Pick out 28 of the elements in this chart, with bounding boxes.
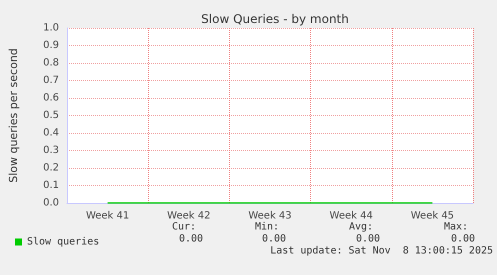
x-tick-label: Week 43 — [248, 210, 292, 222]
text: Avg: — [349, 222, 374, 232]
text: 0.00 — [451, 234, 476, 244]
x-tick-label: Week 45 — [410, 210, 454, 222]
y-tick-label: 0.9 — [43, 40, 59, 51]
y-tick-label: 0.4 — [43, 128, 59, 138]
y-axis-title: Slow queries per second — [7, 48, 20, 183]
text: Cur: — [172, 222, 196, 232]
x-tick-label: Week 44 — [330, 210, 373, 222]
text: Max: — [444, 222, 468, 232]
text: 0.00 — [356, 234, 380, 244]
text: 0.00 — [179, 234, 204, 244]
y-tick-label: 0.5 — [43, 110, 59, 121]
y-tick-label: 0.0 — [43, 198, 59, 208]
text: Last update: Sat Nov 8 13:00:15 2025 — [270, 246, 494, 256]
x-tick-label: Week 41 — [86, 210, 130, 222]
text: Min: — [255, 222, 280, 232]
text: 0.00 — [262, 234, 286, 244]
y-tick-label: 0.7 — [43, 75, 59, 86]
y-tick-label: 0.8 — [43, 58, 59, 68]
chart-title: Slow Queries - by month — [201, 12, 349, 26]
y-tick-label: 1.0 — [43, 22, 59, 34]
y-tick-label: 0.3 — [43, 145, 59, 156]
y-tick-label: 0.2 — [43, 162, 59, 174]
y-tick-label: 0.6 — [43, 92, 59, 104]
y-tick-label: 0.1 — [43, 180, 59, 191]
legend-label: Slow queries — [27, 236, 100, 248]
x-tick-label: Week 42 — [167, 210, 210, 222]
